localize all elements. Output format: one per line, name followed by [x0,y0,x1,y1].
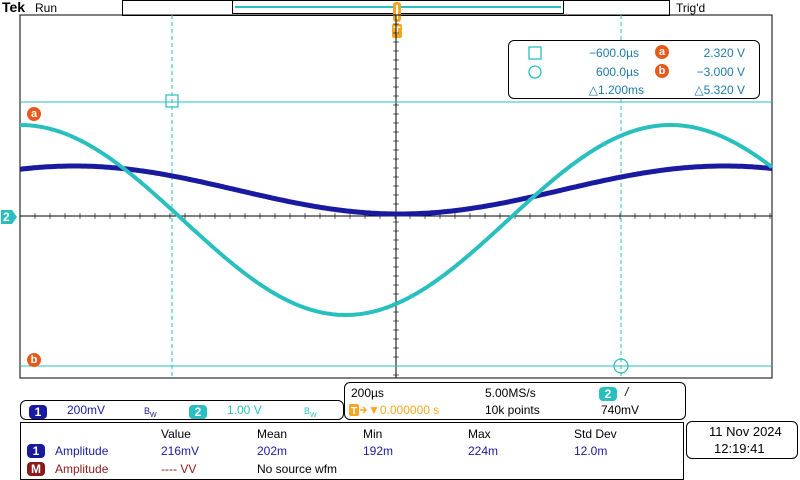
trigger-source[interactable]: 2 [599,385,617,403]
measurements-panel[interactable]: Value Mean Min Max Std Dev 1 Amplitude 2… [20,422,684,480]
ch2-ground-marker[interactable]: 2 [0,209,18,225]
meas-name: Amplitude [55,462,109,476]
trigger-level: 740mV [601,403,640,417]
ref-marker-a[interactable]: a [27,104,41,122]
ch1-bandwidth-icon: BW [144,406,157,419]
ch1-scale: 200mV [67,403,106,417]
cursor-b-value: −3.000 V [696,65,745,79]
date: 11 Nov 2024 [709,424,782,439]
cursor1-time: −600.0µs [589,46,639,60]
delta-time: △1.200ms [588,83,644,97]
meas-std: 12.0m [574,444,608,458]
ref-a-label: a [27,107,41,121]
cursor-readout[interactable]: −600.0µs 600.0µs a b 2.320 V −3.000 V △1… [508,40,760,99]
meas-value: ---- VV [161,462,197,476]
col-mean: Mean [257,427,288,441]
trigger-ch-badge: 2 [599,387,617,401]
channel2-waveform [20,123,774,317]
ch1-badge: 1 [29,405,47,419]
meas-max: 224m [468,444,499,458]
trigger-slope-icon: / [625,385,629,399]
meas-source-badge: 1 [27,444,45,458]
trigger-position: ▼0.000000 s [368,403,440,417]
meas-source-badge: M [27,462,45,476]
ch2-badge: 2 [189,405,207,419]
ch2-bandwidth-icon: BW [304,406,317,419]
svg-text:T: T [351,406,357,417]
horizontal-scale: 200µs [351,386,384,400]
channel1-waveform [19,163,773,217]
meas-min: 192m [363,444,394,458]
time: 12:19:41 [714,441,765,456]
record-length: 10k points [485,403,540,417]
ch2-marker-icon [1,210,17,224]
meas-mean: 202m [257,444,288,458]
cursor-a-handle[interactable] [165,94,179,108]
cursor-b-handle[interactable] [613,358,629,374]
cursor-lines [20,15,772,378]
trigger-marker-label: T [393,25,401,37]
trigger-marker-icon [392,2,402,38]
col-value: Value [161,427,191,441]
meas-mean: No source wfm [257,462,338,476]
ch2-scale: 1.00 V [227,403,262,417]
brand-logo: Tek [2,0,26,15]
trigger-pos-icon: T [349,403,369,422]
a-badge-icon: a [655,45,669,59]
square-cursor-icon [528,46,542,60]
ch2-marker-label: 2 [3,210,10,224]
timebase-trigger-box[interactable]: 200µs 5.00MS/s 2 / T ▼0.000000 s 10k poi… [344,382,686,420]
delta-voltage: △5.320 V [694,83,745,97]
meas-name: Amplitude [55,444,109,458]
measurement-row[interactable]: M Amplitude ---- VV No source wfm [21,461,681,477]
ref-marker-b[interactable]: b [27,350,41,368]
sample-rate: 5.00MS/s [485,386,536,400]
col-max: Max [468,427,491,441]
col-min: Min [363,427,383,441]
ch2-scale-item[interactable]: 2 [189,403,207,421]
datetime-box: 11 Nov 2024 12:19:41 [686,421,798,459]
b-badge-icon: b [655,64,669,78]
channel-scale-bar[interactable]: 1 200mV BW 2 1.00 V BW [20,400,344,420]
cursor2-time: 600.0µs [596,65,639,79]
col-stddev: Std Dev [574,427,617,441]
trigger-state: Trig'd [676,1,706,15]
run-state: Run [35,1,58,15]
cursor-a-value: 2.320 V [703,46,745,60]
measurement-row[interactable]: 1 Amplitude 216mV 202m 192m 224m 12.0m [21,443,681,459]
trigger-position-marker[interactable]: T [391,0,403,40]
circle-cursor-icon [528,65,542,79]
meas-value: 216mV [161,444,200,458]
ch1-scale-item[interactable]: 1 [29,403,47,421]
ref-b-label: b [27,353,41,367]
